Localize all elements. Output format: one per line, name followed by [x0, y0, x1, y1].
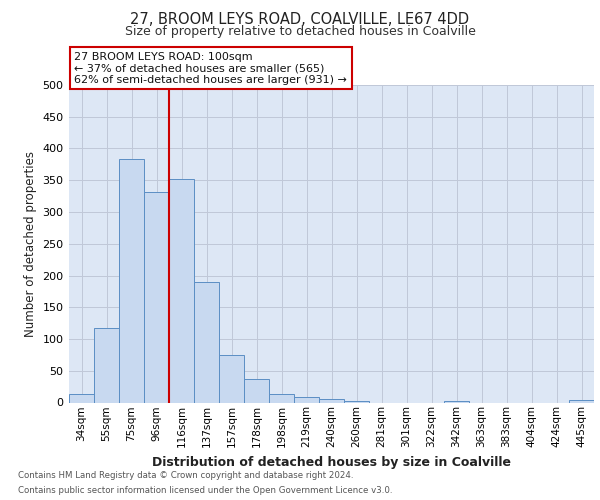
X-axis label: Distribution of detached houses by size in Coalville: Distribution of detached houses by size …: [152, 456, 511, 468]
Bar: [244, 379, 269, 402]
Text: Contains HM Land Registry data © Crown copyright and database right 2024.: Contains HM Land Registry data © Crown c…: [18, 471, 353, 480]
Bar: [344, 401, 369, 402]
Bar: [169, 179, 194, 402]
Y-axis label: Number of detached properties: Number of detached properties: [24, 151, 37, 337]
Bar: [269, 394, 294, 402]
Bar: [194, 282, 219, 403]
Bar: [119, 160, 144, 402]
Bar: [219, 355, 244, 403]
Bar: [444, 400, 469, 402]
Text: 27 BROOM LEYS ROAD: 100sqm
← 37% of detached houses are smaller (565)
62% of sem: 27 BROOM LEYS ROAD: 100sqm ← 37% of deta…: [74, 52, 347, 85]
Bar: [319, 400, 344, 402]
Bar: [569, 400, 594, 402]
Text: 27, BROOM LEYS ROAD, COALVILLE, LE67 4DD: 27, BROOM LEYS ROAD, COALVILLE, LE67 4DD: [130, 12, 470, 28]
Bar: [69, 394, 94, 402]
Bar: [144, 192, 169, 402]
Text: Size of property relative to detached houses in Coalville: Size of property relative to detached ho…: [125, 25, 475, 38]
Bar: [294, 398, 319, 402]
Bar: [94, 328, 119, 402]
Text: Contains public sector information licensed under the Open Government Licence v3: Contains public sector information licen…: [18, 486, 392, 495]
